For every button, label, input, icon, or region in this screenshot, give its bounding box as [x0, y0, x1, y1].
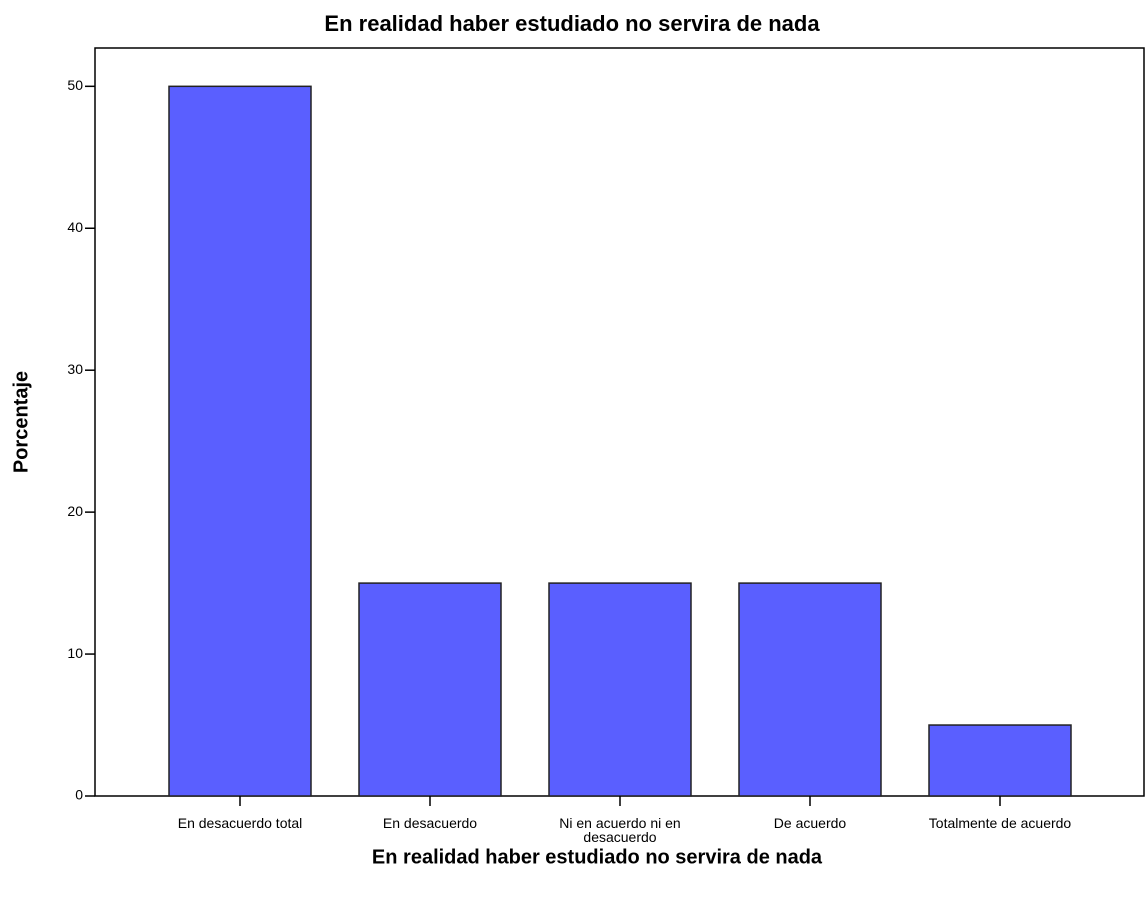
x-tick-label: En desacuerdo total	[177, 815, 303, 831]
x-tick-label: Ni en acuerdo ni en desacuerdo	[559, 815, 681, 845]
chart-title: En realidad haber estudiado no servira d…	[324, 11, 820, 36]
y-tick-label: 20	[67, 503, 83, 519]
y-tick-label: 30	[67, 361, 83, 377]
x-tick-label: Totalmente de acuerdo	[928, 815, 1072, 831]
x-tick-label: De acuerdo	[773, 815, 847, 831]
x-tick-label: En desacuerdo	[382, 815, 478, 831]
y-tick-label: 0	[75, 787, 83, 803]
bar	[358, 582, 502, 797]
y-tick-label: 50	[67, 77, 83, 93]
x-axis-title: En realidad haber estudiado no servira d…	[372, 846, 823, 868]
bar	[738, 582, 882, 797]
y-tick-label: 10	[67, 645, 83, 661]
y-axis-title: Porcentaje	[10, 371, 32, 473]
bar	[928, 724, 1072, 797]
bar	[168, 85, 312, 797]
y-tick-label: 40	[67, 219, 83, 235]
bar	[548, 582, 692, 797]
